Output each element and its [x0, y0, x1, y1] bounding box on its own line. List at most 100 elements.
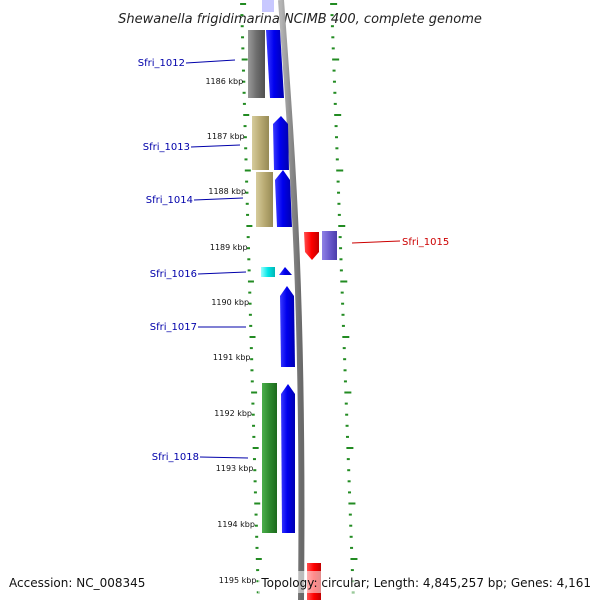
- gene-label-sfri-1013[interactable]: Sfri_1013: [143, 142, 190, 153]
- outer-scale-tick: [340, 291, 344, 294]
- inner-scale-tick: [241, 36, 245, 39]
- cog-ring: [248, 30, 277, 533]
- inner-scale-tick: [253, 491, 257, 494]
- outer-scale-tick: [333, 91, 337, 94]
- inner-scale-tick: [251, 391, 258, 394]
- inner-scale-tick: [249, 336, 256, 338]
- inner-scale-tick: [246, 225, 253, 227]
- inner-scale-tick: [241, 58, 248, 61]
- inner-scale-tick: [252, 435, 256, 438]
- inner-scale-tick: [252, 447, 259, 449]
- outer-scale-tick: [343, 358, 347, 361]
- kbp-label: 1190 kbp: [211, 298, 249, 307]
- inner-scale-tick: [245, 180, 249, 183]
- outer-scale-tick: [339, 258, 343, 261]
- outer-scale-tick: [339, 247, 343, 250]
- inner-scale-tick: [242, 80, 246, 83]
- leader-sfri-1016: [197, 271, 247, 275]
- cds-1015: [304, 232, 319, 260]
- inner-scale-tick: [248, 291, 252, 294]
- inner-scale-tick: [244, 158, 248, 161]
- inner-scale-tick: [240, 25, 244, 28]
- outer-scale-tick: [344, 402, 348, 405]
- reverse-cds-ring: [304, 232, 321, 600]
- outer-scale-tick: [350, 569, 354, 572]
- inner-scale-tick: [254, 524, 258, 527]
- inner-scale-tick: [247, 258, 251, 261]
- gene-label-sfri-1014[interactable]: Sfri_1014: [146, 195, 193, 206]
- outer-scale-tick: [332, 58, 340, 61]
- inner-scale-tick: [242, 102, 246, 105]
- outer-scale-tick: [333, 102, 337, 105]
- outer-scale-tick: [330, 14, 334, 17]
- leader-sfri-1012: [185, 59, 236, 64]
- inner-scale-tick: [251, 402, 255, 405]
- outer-scale-tick: [339, 269, 343, 272]
- outer-scale-tick: [341, 324, 345, 327]
- gene-label-sfri-1018[interactable]: Sfri_1018: [152, 452, 199, 463]
- outer-scale-tick: [330, 25, 334, 28]
- kbp-labels: 1186 kbp 1187 kbp 1188 kbp 1189 kbp 1190 kbp…: [205, 77, 256, 585]
- outer-scale-tick: [349, 524, 353, 527]
- gene-label-sfri-1015[interactable]: Sfri_1015: [402, 237, 449, 248]
- kbp-label: 1195 kbp: [219, 576, 257, 585]
- outer-scale-tick: [341, 302, 345, 305]
- cds-1013: [273, 116, 289, 170]
- map-title: Shewanella frigidimarina NCIMB 400, comp…: [118, 12, 482, 27]
- outer-scale-tick: [347, 469, 351, 472]
- inner-scale-tick: [248, 313, 252, 316]
- outer-scale-tick: [334, 114, 342, 116]
- inner-scale-tick: [254, 513, 258, 516]
- inner-scale-tick: [255, 535, 259, 538]
- outer-scale-tick: [345, 413, 349, 416]
- inner-scale-tick: [243, 114, 250, 116]
- cds-1014: [275, 170, 292, 227]
- inner-scale-tick: [245, 191, 249, 194]
- cds-1017: [280, 286, 295, 367]
- outer-scale-tick: [330, 3, 338, 5]
- kbp-label: 1191 kbp: [213, 353, 251, 362]
- cds-1016: [279, 267, 292, 275]
- outer-scale-tick: [348, 491, 352, 494]
- inner-scale-tick: [240, 3, 247, 5]
- outer-scale-tick: [344, 391, 352, 394]
- cog-segment-1014: [256, 172, 273, 227]
- cog-segment-1013: [252, 116, 269, 170]
- gene-label-sfri-1016[interactable]: Sfri_1016: [150, 269, 197, 280]
- inner-scale-tick: [241, 47, 245, 50]
- inner-scale-tick: [243, 136, 247, 139]
- kbp-label: 1186 kbp: [205, 77, 243, 86]
- outer-scale-tick: [342, 347, 346, 350]
- outer-scale-tick: [336, 169, 344, 172]
- cog-segment-1015: [322, 231, 337, 260]
- kbp-label: 1188 kbp: [208, 187, 246, 196]
- outer-scale-tick: [348, 513, 352, 516]
- cds-1018: [281, 384, 295, 533]
- inner-scale-tick: [256, 580, 260, 583]
- inner-scale-tick: [242, 91, 246, 94]
- inner-scale-tick: [241, 69, 245, 72]
- outer-scale-tick: [331, 36, 335, 39]
- inner-scale-tick: [247, 280, 254, 283]
- outer-scale-tick: [335, 147, 339, 150]
- outer-scale-tick: [345, 435, 349, 438]
- gene-label-sfri-1012[interactable]: Sfri_1012: [138, 58, 185, 69]
- inner-scale-tick: [246, 236, 250, 239]
- inner-scale-tick: [243, 125, 247, 128]
- inner-scale-tick: [246, 213, 250, 216]
- gene-leaders: [185, 59, 401, 459]
- outer-scale-tick: [334, 125, 338, 128]
- gene-label-sfri-1017[interactable]: Sfri_1017: [150, 322, 197, 333]
- inner-scale-tick: [256, 569, 260, 572]
- outer-scale-tick: [338, 225, 346, 227]
- inner-scale-tick: [248, 302, 252, 305]
- outer-scale-tick: [335, 158, 339, 161]
- forward-cds-ring: [262, 0, 295, 533]
- outer-scale-tick: [334, 136, 338, 139]
- outer-scale-tick: [348, 502, 356, 505]
- inner-scale-tick: [249, 347, 253, 350]
- inner-scale-tick: [244, 169, 251, 172]
- outer-scale-tick: [345, 424, 349, 427]
- outer-scale-tick: [343, 380, 347, 383]
- accession-text: Accession: NC_008345: [9, 576, 145, 590]
